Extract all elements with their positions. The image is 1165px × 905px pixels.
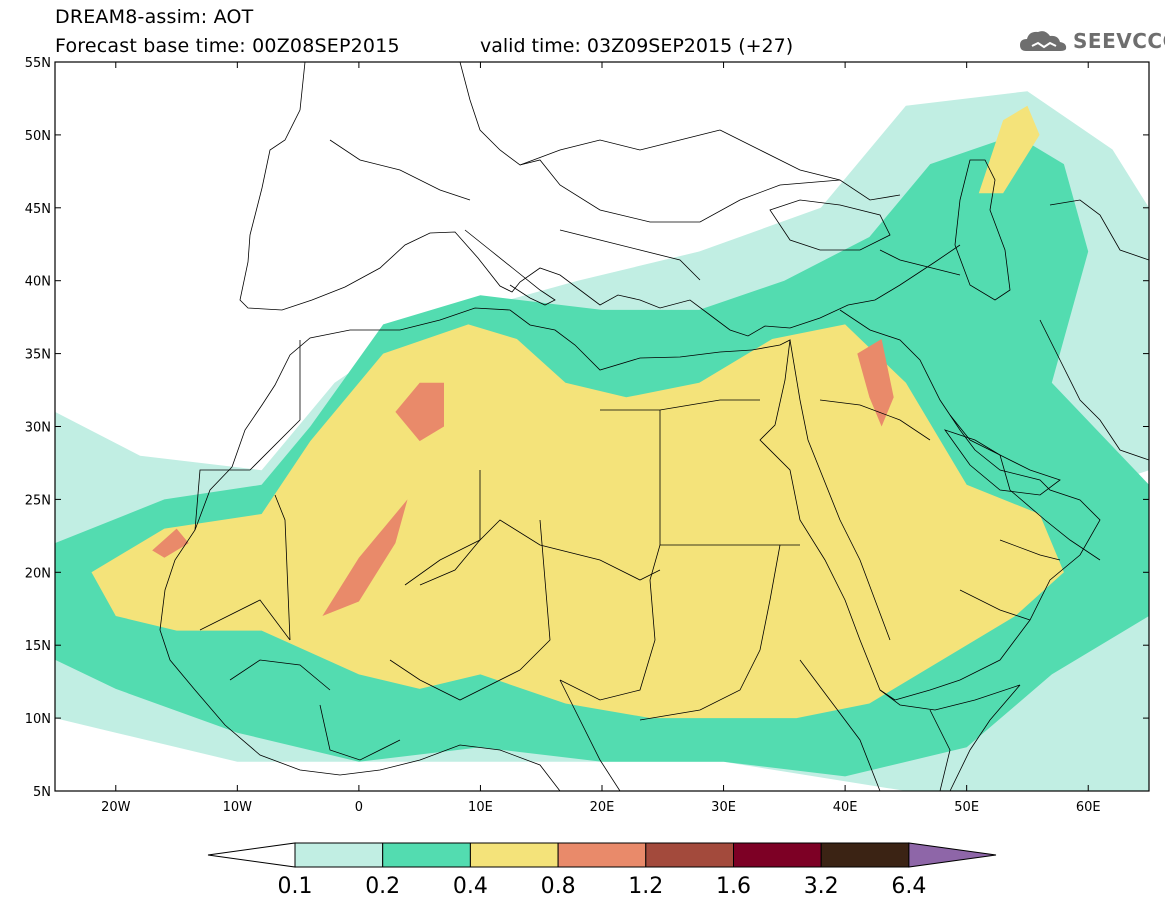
colorbar-label: 0.1: [278, 874, 313, 899]
lon-tick-label: 50E: [954, 800, 979, 815]
logo-text: SEEVCCC: [1073, 29, 1165, 53]
aot-contour-level-4: [152, 528, 189, 558]
colorbar-segment: [820, 842, 910, 868]
lat-tick-label: 45N: [25, 202, 51, 217]
lon-tick-label: 0: [355, 800, 363, 815]
lat-tick-label: 40N: [25, 275, 51, 290]
cloud-icon: [1020, 31, 1067, 51]
colorbar-label: 0.4: [453, 874, 488, 899]
lat-tick-label: 30N: [25, 421, 51, 436]
lon-tick-label: 40E: [833, 800, 858, 815]
aot-contour-level-4: [322, 499, 408, 616]
coastline-layer: [159, 62, 1149, 791]
lon-tick-label: 20W: [101, 800, 131, 815]
aot-contour-level-3: [91, 324, 1064, 719]
longitude-axis: 20W 10W 0 10E 20E 30E 40E 50E 60E: [101, 62, 1101, 815]
colorbar-label: 0.2: [365, 874, 400, 899]
lon-tick-label: 10W: [223, 800, 253, 815]
colorbar-label: 6.4: [891, 874, 926, 899]
aot-field-layer: [55, 91, 1149, 791]
colorbar-label: 0.8: [541, 874, 576, 899]
colorbar-segment: [469, 842, 559, 868]
lon-tick-label: 10E: [468, 800, 493, 815]
colorbar-segment: [294, 842, 384, 868]
valid-time: valid time: 03Z09SEP2015 (+27): [480, 35, 794, 57]
colorbar-label: 1.2: [628, 874, 663, 899]
colorbar-segment: [733, 842, 822, 868]
colorbar-label: 3.2: [804, 874, 839, 899]
colorbar-label: 1.6: [716, 874, 751, 899]
aot-contour-level-4: [857, 339, 894, 427]
latitude-axis: 55N 50N 45N 40N 35N 30N 25N 20N 15N 10N 5N: [25, 56, 1149, 800]
colorbar-segment: [382, 842, 471, 868]
seevccc-logo: SEEVCCC: [1018, 27, 1165, 55]
forecast-base-time: Forecast base time: 00Z08SEP2015: [55, 35, 400, 57]
lon-tick-label: 20E: [590, 800, 615, 815]
colorbar-segment: [557, 842, 647, 868]
aot-contour-level-4: [395, 382, 444, 442]
lat-tick-label: 55N: [25, 56, 51, 71]
aot-contour-level-3: [978, 105, 1040, 194]
lat-tick-label: 5N: [33, 785, 51, 800]
lat-tick-label: 15N: [25, 639, 51, 654]
lon-tick-label: 60E: [1076, 800, 1101, 815]
lat-tick-label: 50N: [25, 129, 51, 144]
lon-tick-label: 30E: [711, 800, 736, 815]
colorbar-over-arrow: [908, 842, 997, 868]
lat-tick-label: 20N: [25, 566, 51, 581]
colorbar-under-arrow: [207, 842, 296, 868]
colorbar-segment: [645, 842, 734, 868]
colorbar: 0.1 0.2 0.4 0.8 1.2 1.6 3.2 6.4: [207, 842, 997, 899]
lat-tick-label: 35N: [25, 348, 51, 363]
lat-tick-label: 25N: [25, 493, 51, 508]
map-title: DREAM8-assim: AOT: [55, 6, 254, 28]
lat-tick-label: 10N: [25, 712, 51, 727]
